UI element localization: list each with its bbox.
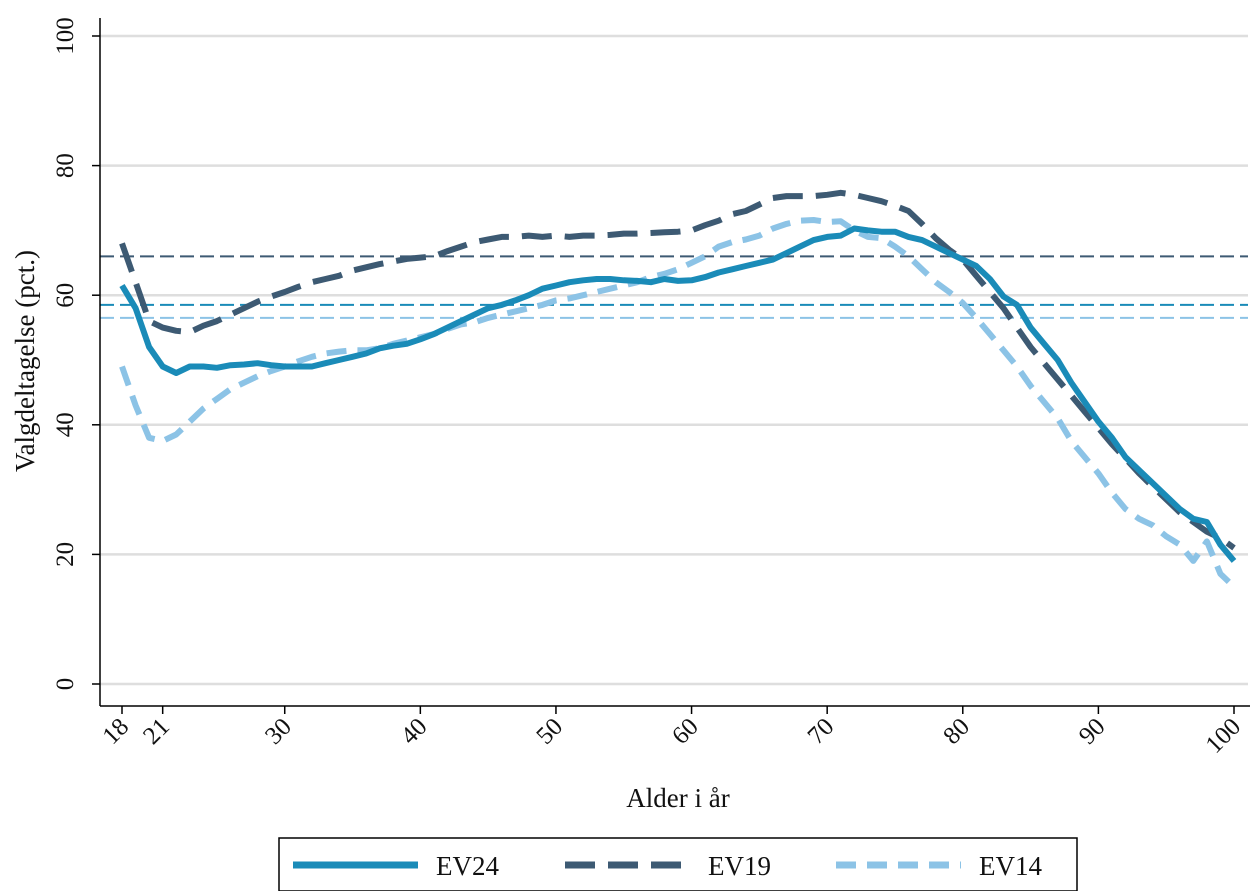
y-tick-label: 60	[52, 283, 79, 308]
series-line-ev24	[119, 225, 1237, 563]
x-tick-label: 80	[938, 713, 975, 750]
axes	[99, 18, 1250, 707]
x-axis-title: Alder i år	[626, 783, 729, 813]
y-axis-title: Valgdeltagelse (pct.)	[10, 250, 40, 472]
x-tick-label: 50	[531, 713, 568, 750]
x-tick-label: 30	[260, 713, 297, 750]
series-line-ev14	[119, 217, 1237, 589]
y-tick-label: 0	[52, 678, 79, 691]
x-tick-label: 70	[803, 713, 840, 750]
reference-lines	[100, 255, 1248, 319]
x-tick-label: 40	[396, 713, 433, 750]
y-ticks: 0 20 40 60 80 100	[52, 17, 100, 690]
x-tick-label: 18	[97, 713, 134, 750]
legend: EV24 EV19 EV14	[278, 837, 1078, 891]
legend-label-ev19: EV19	[708, 851, 771, 881]
x-tick-label: 60	[667, 713, 704, 750]
series-lines	[119, 189, 1237, 589]
series-line-ev19	[119, 189, 1236, 551]
y-tick-label: 100	[52, 17, 79, 55]
y-tick-label: 40	[52, 412, 79, 437]
y-tick-label: 20	[52, 542, 79, 567]
legend-label-ev24: EV24	[436, 851, 499, 881]
legend-label-ev14: EV14	[979, 851, 1042, 881]
gridlines	[100, 34, 1248, 686]
x-tick-label: 90	[1074, 713, 1111, 750]
y-tick-label: 80	[52, 153, 79, 178]
x-ticks: 18 21 30 40 50 60 70 80 90 100	[97, 706, 1246, 759]
x-tick-label: 21	[138, 713, 175, 750]
x-tick-label: 100	[1201, 713, 1247, 759]
